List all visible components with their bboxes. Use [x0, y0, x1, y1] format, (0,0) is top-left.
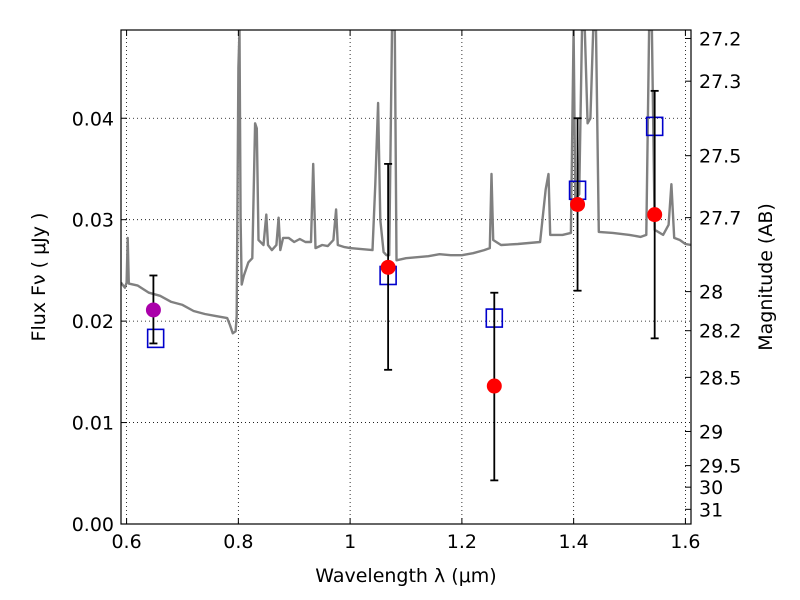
magnitude-tick-label: 27.3 [699, 71, 741, 93]
y-tick-label: 0.03 [72, 210, 114, 232]
x-tick-label: 0.8 [223, 531, 253, 553]
marker-layer [145, 89, 664, 482]
magnitude-tick-label: 30 [699, 477, 723, 499]
x-tick-label: 1.6 [670, 531, 700, 553]
y-axis-label: Flux Fν ( μJy ) [28, 213, 50, 342]
spectrum-line [121, 30, 691, 335]
model-photometry-point [146, 328, 165, 349]
magnitude-tick-label: 27.5 [699, 146, 741, 168]
observed-flux-point [570, 196, 586, 212]
y-tick-label: 0.02 [72, 311, 114, 333]
magnitude-axis-label: Magnitude (AB) [755, 203, 777, 351]
y-tick-label: 0.01 [72, 413, 114, 435]
tick-layer: 0.6 0.8 1 1.2 1.4 1.6 0.00 0.01 0.02 0.03 0.04 27.2… [72, 28, 742, 553]
magnitude-tick-label: 28.5 [699, 367, 741, 389]
y-tick-label: 0.00 [72, 514, 114, 536]
x-tick-label: 0.6 [111, 531, 141, 553]
plot-frame [120, 29, 692, 525]
observed-flux-point [647, 207, 663, 223]
x-tick-label: 1 [344, 531, 356, 553]
magnitude-tick-label: 27.2 [699, 28, 741, 50]
observed-flux-point [380, 259, 396, 275]
x-tick-label: 1.4 [559, 531, 589, 553]
magnitude-tick-label: 28.2 [699, 321, 741, 343]
magnitude-tick-label: 27.7 [699, 208, 741, 230]
y-tick-label: 0.04 [72, 108, 114, 130]
x-tick-label: 1.2 [447, 531, 477, 553]
observed-flux-point [486, 378, 502, 394]
observed-flux-point [145, 302, 161, 318]
magnitude-tick-label: 29 [699, 421, 723, 443]
magnitude-tick-label: 29.5 [699, 456, 741, 478]
magnitude-tick-label: 31 [699, 499, 723, 521]
spectrum-layer [121, 30, 691, 335]
x-axis-label: Wavelength λ (μm) [315, 565, 496, 587]
magnitude-tick-label: 28 [699, 282, 723, 304]
grid-lines [121, 30, 691, 524]
